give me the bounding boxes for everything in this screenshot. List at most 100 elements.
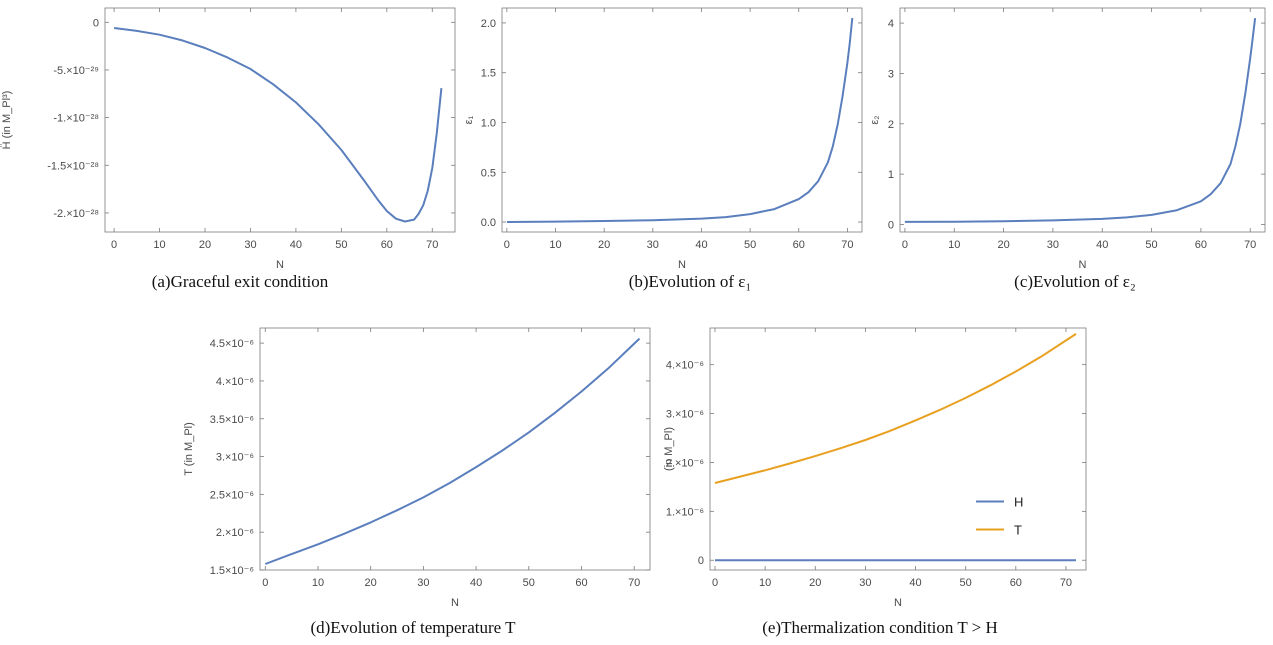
x-tick-label: 50 <box>335 239 347 251</box>
x-tick-label: 50 <box>523 577 535 589</box>
x-tick-label: 0 <box>262 577 268 589</box>
y-tick-label: 1.×10⁻⁶ <box>666 506 704 518</box>
x-tick-label: 40 <box>695 239 707 251</box>
plot-frame <box>709 327 1087 571</box>
y-axis-label: T (in M_Pl) <box>183 422 195 476</box>
caption-b-label: (b) <box>628 272 649 291</box>
y-tick-label: 2 <box>888 119 894 131</box>
y-axis-label: (in M_Pl) <box>663 427 675 471</box>
panel-a: 0 10 20 30 40 50 60 70 0 -5.×10⁻²⁹ -1.×10⁻²⁸ -1.5×1… <box>0 0 460 271</box>
plot-frame <box>104 7 456 233</box>
y-tick-label: 3.5×10⁻⁶ <box>210 414 254 426</box>
x-tick-label: 40 <box>290 239 302 251</box>
y-tick-label: 1.5 <box>481 68 496 80</box>
y-tick-label: 4.×10⁻⁶ <box>216 376 254 388</box>
x-tick-label: 60 <box>575 577 587 589</box>
caption-d-text: Evolution of temperature T <box>330 618 516 637</box>
x-tick-label: 40 <box>470 577 482 589</box>
x-axis-label: N <box>1079 259 1087 271</box>
plot-frame <box>259 327 651 571</box>
x-axis-label: N <box>678 259 686 271</box>
caption-d-label: (d) <box>310 618 331 637</box>
caption-e-label: (e) <box>762 618 782 637</box>
y-tick-label: 4.×10⁻⁶ <box>666 360 704 372</box>
x-tick-label: 60 <box>381 239 393 251</box>
x-tick-label: 30 <box>647 239 659 251</box>
legend-label-h: H <box>1014 495 1023 510</box>
x-tick-label: 30 <box>417 577 429 589</box>
chart-b: 0 10 20 30 40 50 60 70 0.0 0.5 1.0 1.5 2.0 Nε₁ <box>463 7 863 271</box>
chart-d: 0 10 20 30 40 50 60 70 1.5×10⁻⁶ 2.×10⁻⁶ 2.5×10⁻⁶ 3.… <box>183 327 651 609</box>
x-axis-label: N <box>276 259 284 271</box>
caption-c: (c)Evolution of ε₂ <box>1014 272 1136 292</box>
x-tick-label: 60 <box>1195 239 1207 251</box>
caption-c-label: (c) <box>1014 272 1034 291</box>
chart-c: 0 10 20 30 40 50 60 70 0 1 2 3 4 Nε₂ <box>869 7 1266 271</box>
legend-label-t: T <box>1014 523 1022 538</box>
x-tick-label: 0 <box>111 239 117 251</box>
x-tick-label: 70 <box>841 239 853 251</box>
plot-frame <box>899 7 1266 233</box>
caption-b: (b)Evolution of ε₁ <box>629 272 752 292</box>
series-line-0 <box>904 17 1257 223</box>
caption-b-text: Evolution of ε₁ <box>648 272 752 291</box>
x-tick-label: 40 <box>909 577 921 589</box>
y-tick-label: 2.×10⁻⁶ <box>666 457 704 469</box>
x-tick-label: 70 <box>1244 239 1256 251</box>
y-tick-label: -5.×10⁻²⁹ <box>53 65 99 77</box>
y-tick-label: -1.5×10⁻²⁸ <box>47 160 99 172</box>
plot-frame <box>501 7 863 233</box>
y-tick-label: 2.0 <box>481 18 496 30</box>
x-tick-label: 50 <box>1145 239 1157 251</box>
x-tick-label: 60 <box>793 239 805 251</box>
x-tick-label: 20 <box>199 239 211 251</box>
y-tick-label: 0 <box>888 219 894 231</box>
panel-e: 0 10 20 30 40 50 60 70 0 1.×10⁻⁶ 2.×10⁻⁶ 3.×10⁻⁶ 4.×… <box>663 320 1090 609</box>
x-tick-label: 70 <box>628 577 640 589</box>
x-axis-label: N <box>894 597 902 609</box>
x-tick-label: 10 <box>948 239 960 251</box>
x-tick-label: 30 <box>1047 239 1059 251</box>
x-tick-label: 10 <box>312 577 324 589</box>
series-line-t <box>714 333 1077 484</box>
series-line-0 <box>264 337 641 565</box>
x-tick-label: 10 <box>759 577 771 589</box>
x-tick-label: 0 <box>504 239 510 251</box>
y-tick-label: 4 <box>888 18 894 30</box>
chart-a: 0 10 20 30 40 50 60 70 0 -5.×10⁻²⁹ -1.×10⁻²⁸ -1.5×1… <box>1 7 456 271</box>
caption-c-text: Evolution of ε₂ <box>1033 272 1136 291</box>
x-tick-label: 10 <box>549 239 561 251</box>
y-tick-label: -2.×10⁻²⁸ <box>53 208 99 220</box>
x-tick-label: 20 <box>809 577 821 589</box>
x-axis-label: N <box>451 597 459 609</box>
caption-e-text: Thermalization condition T > H <box>781 618 998 637</box>
x-tick-label: 20 <box>997 239 1009 251</box>
y-tick-label: 3.×10⁻⁶ <box>216 452 254 464</box>
y-tick-label: 0 <box>93 17 99 29</box>
x-tick-label: 50 <box>744 239 756 251</box>
x-tick-label: 0 <box>902 239 908 251</box>
caption-a-label: (a) <box>151 272 171 291</box>
series-line-0 <box>506 17 854 223</box>
y-axis-label: Ḧ (in M_Pl³) <box>1 91 13 150</box>
x-tick-label: 20 <box>365 577 377 589</box>
x-tick-label: 20 <box>598 239 610 251</box>
x-tick-label: 40 <box>1096 239 1108 251</box>
x-tick-label: 30 <box>859 577 871 589</box>
y-axis-label: ε₁ <box>463 115 475 124</box>
x-tick-label: 70 <box>1060 577 1072 589</box>
y-tick-label: 2.5×10⁻⁶ <box>210 489 254 501</box>
x-tick-label: 30 <box>244 239 256 251</box>
y-tick-label: 1.5×10⁻⁶ <box>210 565 254 577</box>
x-tick-label: 60 <box>1010 577 1022 589</box>
panel-d: 0 10 20 30 40 50 60 70 1.5×10⁻⁶ 2.×10⁻⁶ 2.5×10⁻⁶ 3.… <box>183 320 655 609</box>
y-tick-label: 4.5×10⁻⁶ <box>210 338 254 350</box>
caption-e: (e)Thermalization condition T > H <box>762 618 998 638</box>
caption-d: (d)Evolution of temperature T <box>310 618 515 638</box>
y-tick-label: 3 <box>888 68 894 80</box>
x-tick-label: 0 <box>712 577 718 589</box>
y-tick-label: 3.×10⁻⁶ <box>666 409 704 421</box>
y-tick-label: -1.×10⁻²⁸ <box>53 113 99 125</box>
